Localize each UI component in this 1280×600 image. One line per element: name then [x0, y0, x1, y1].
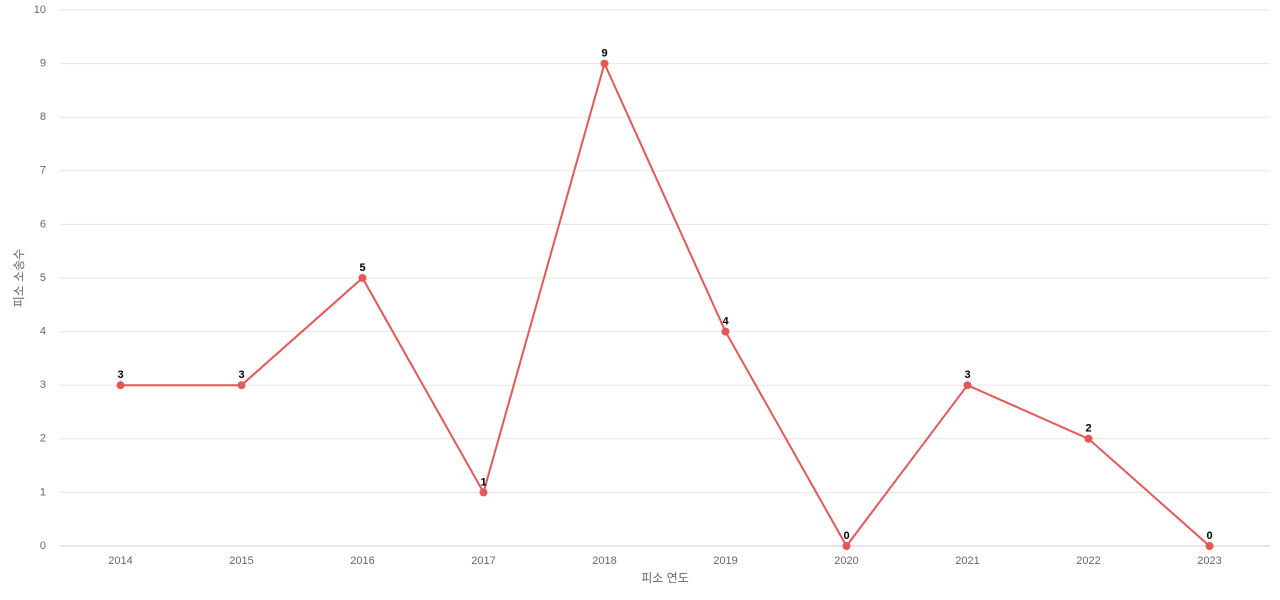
data-label: 3 [238, 369, 244, 381]
y-tick-label: 5 [40, 272, 46, 284]
y-tick-label: 9 [40, 58, 46, 70]
data-label: 3 [117, 369, 123, 381]
y-tick-label: 0 [40, 540, 46, 552]
x-tick-label: 2019 [713, 555, 737, 567]
x-tick-label: 2021 [955, 555, 979, 567]
line [120, 60, 1211, 548]
x-tick-label: 2017 [471, 555, 495, 567]
y-tick-label: 1 [40, 486, 46, 498]
point [116, 381, 125, 390]
y-tick-label: 6 [40, 218, 46, 230]
point [358, 274, 367, 282]
data-label: 9 [601, 48, 607, 60]
x-tick-label: 2022 [1076, 555, 1100, 567]
y-tick-label: 7 [40, 165, 46, 177]
x-tick-label: 2014 [108, 555, 132, 567]
y-tick-label: 3 [40, 379, 46, 391]
data-label: 3 [964, 369, 970, 381]
data-label: 5 [359, 262, 365, 274]
data-label: 0 [843, 530, 849, 542]
data-label: 2 [1085, 423, 1091, 435]
data-label: 0 [1206, 530, 1212, 542]
point [1205, 542, 1214, 550]
data-label: 4 [722, 316, 729, 328]
y-tick-label: 8 [40, 111, 46, 123]
x-tick-label: 2015 [229, 555, 253, 567]
point [721, 327, 730, 336]
x-tick-label: 2018 [592, 555, 616, 567]
y-tick-label: 10 [34, 4, 46, 16]
point [963, 381, 972, 390]
point [600, 59, 609, 68]
data-label: 1 [480, 476, 486, 488]
y-tick-label: 2 [40, 433, 46, 445]
x-axis-title: 피소 연도 [641, 571, 689, 585]
x-tick-label: 2016 [350, 555, 374, 567]
y-tick-label: 4 [40, 326, 46, 338]
x-tick-label: 2023 [1197, 555, 1221, 567]
point [237, 381, 246, 390]
point [479, 488, 488, 497]
point [1084, 434, 1093, 443]
x-tick-label: 2020 [834, 555, 858, 567]
y-axis-title: 피소 소송수 [12, 249, 26, 308]
point [842, 542, 851, 550]
